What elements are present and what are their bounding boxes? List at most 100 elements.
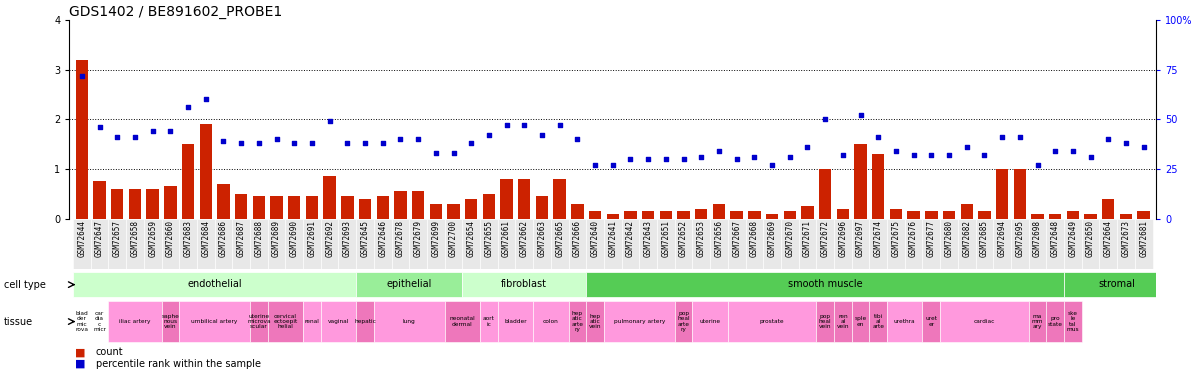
Bar	[834, 219, 852, 269]
Bar	[303, 219, 321, 269]
Bar	[586, 273, 1064, 297]
Point	[1081, 154, 1100, 160]
Point	[639, 156, 658, 162]
Bar	[164, 186, 176, 219]
Bar	[834, 301, 852, 342]
Bar	[1049, 214, 1061, 219]
Text: GSM72657: GSM72657	[113, 220, 122, 257]
Text: hep
atic
arte
ry: hep atic arte ry	[571, 311, 583, 332]
Bar	[940, 301, 1029, 342]
Bar	[586, 219, 604, 269]
Bar	[376, 196, 389, 219]
Text: blad
der
mic
rova: blad der mic rova	[75, 311, 89, 332]
Point	[1010, 134, 1029, 140]
Bar	[253, 196, 265, 219]
Point	[461, 140, 480, 146]
Bar	[660, 211, 672, 219]
Bar	[783, 211, 795, 219]
Bar	[1046, 219, 1064, 269]
Bar	[108, 301, 162, 342]
Text: urethra: urethra	[894, 319, 915, 324]
Text: uterine: uterine	[700, 319, 721, 324]
Text: GSM72693: GSM72693	[343, 220, 352, 257]
Text: pro
state: pro state	[1048, 316, 1063, 327]
Bar	[1029, 219, 1046, 269]
Text: iliac artery: iliac artery	[120, 319, 151, 324]
Text: GSM72682: GSM72682	[962, 220, 972, 257]
Bar	[657, 219, 674, 269]
Text: aort
ic: aort ic	[483, 316, 495, 327]
Bar	[1102, 199, 1114, 219]
Bar	[907, 211, 920, 219]
Bar	[447, 204, 460, 219]
Bar	[1082, 219, 1100, 269]
Text: car
dia
c
micr: car dia c micr	[93, 311, 107, 332]
Text: ■: ■	[75, 359, 86, 369]
Text: GSM72680: GSM72680	[944, 220, 954, 257]
Text: colon: colon	[543, 319, 558, 324]
Bar	[305, 196, 319, 219]
Point	[604, 162, 623, 168]
Bar	[816, 219, 834, 269]
Bar	[480, 219, 497, 269]
Text: GSM72678: GSM72678	[395, 220, 405, 257]
Point	[249, 140, 268, 146]
Bar	[321, 301, 356, 342]
Text: GSM72659: GSM72659	[149, 220, 157, 257]
Text: smooth muscle: smooth muscle	[788, 279, 863, 289]
Text: uterine
microva
scular: uterine microva scular	[247, 314, 271, 330]
Bar	[958, 219, 975, 269]
Bar	[604, 219, 622, 269]
Bar	[713, 204, 725, 219]
Text: GSM72652: GSM72652	[679, 220, 688, 257]
Text: GSM72694: GSM72694	[998, 220, 1006, 257]
Bar	[497, 219, 515, 269]
Bar	[872, 154, 884, 219]
Bar	[533, 219, 551, 269]
Point	[356, 140, 375, 146]
Point	[921, 152, 940, 158]
Text: GSM72683: GSM72683	[183, 220, 193, 257]
Bar	[766, 214, 779, 219]
Text: GSM72668: GSM72668	[750, 220, 758, 257]
Text: GSM72658: GSM72658	[131, 220, 139, 257]
Text: GSM72670: GSM72670	[785, 220, 794, 257]
Point	[72, 72, 91, 78]
Text: renal: renal	[304, 319, 320, 324]
Text: GSM72697: GSM72697	[857, 220, 865, 257]
Bar	[1137, 211, 1150, 219]
Bar	[1135, 219, 1152, 269]
Point	[939, 152, 958, 158]
Point	[674, 156, 694, 162]
Point	[798, 144, 817, 150]
Text: uret
er: uret er	[925, 316, 937, 327]
Bar	[180, 219, 196, 269]
Text: ma
mm
ary: ma mm ary	[1031, 314, 1043, 330]
Text: GSM72662: GSM72662	[520, 220, 528, 257]
Text: GSM72656: GSM72656	[714, 220, 724, 257]
Text: GSM72679: GSM72679	[413, 220, 423, 257]
Text: GSM72674: GSM72674	[873, 220, 883, 257]
Bar	[695, 209, 708, 219]
Bar	[536, 196, 549, 219]
Text: GSM72671: GSM72671	[803, 220, 812, 257]
Bar	[144, 219, 162, 269]
Bar	[890, 209, 902, 219]
Bar	[819, 169, 831, 219]
Text: GSM72661: GSM72661	[502, 220, 512, 257]
Point	[657, 156, 676, 162]
Point	[869, 134, 888, 140]
Point	[1099, 136, 1118, 142]
Point	[179, 104, 198, 110]
Bar	[975, 219, 993, 269]
Bar	[288, 196, 301, 219]
Bar	[569, 301, 586, 342]
Bar	[922, 219, 940, 269]
Text: GSM72698: GSM72698	[1033, 220, 1042, 257]
Bar	[589, 211, 601, 219]
Text: pulmonary artery: pulmonary artery	[613, 319, 665, 324]
Text: pop
heal
vein: pop heal vein	[818, 314, 831, 330]
Bar	[267, 219, 285, 269]
Text: umbilical artery: umbilical artery	[192, 319, 237, 324]
Bar	[146, 189, 159, 219]
